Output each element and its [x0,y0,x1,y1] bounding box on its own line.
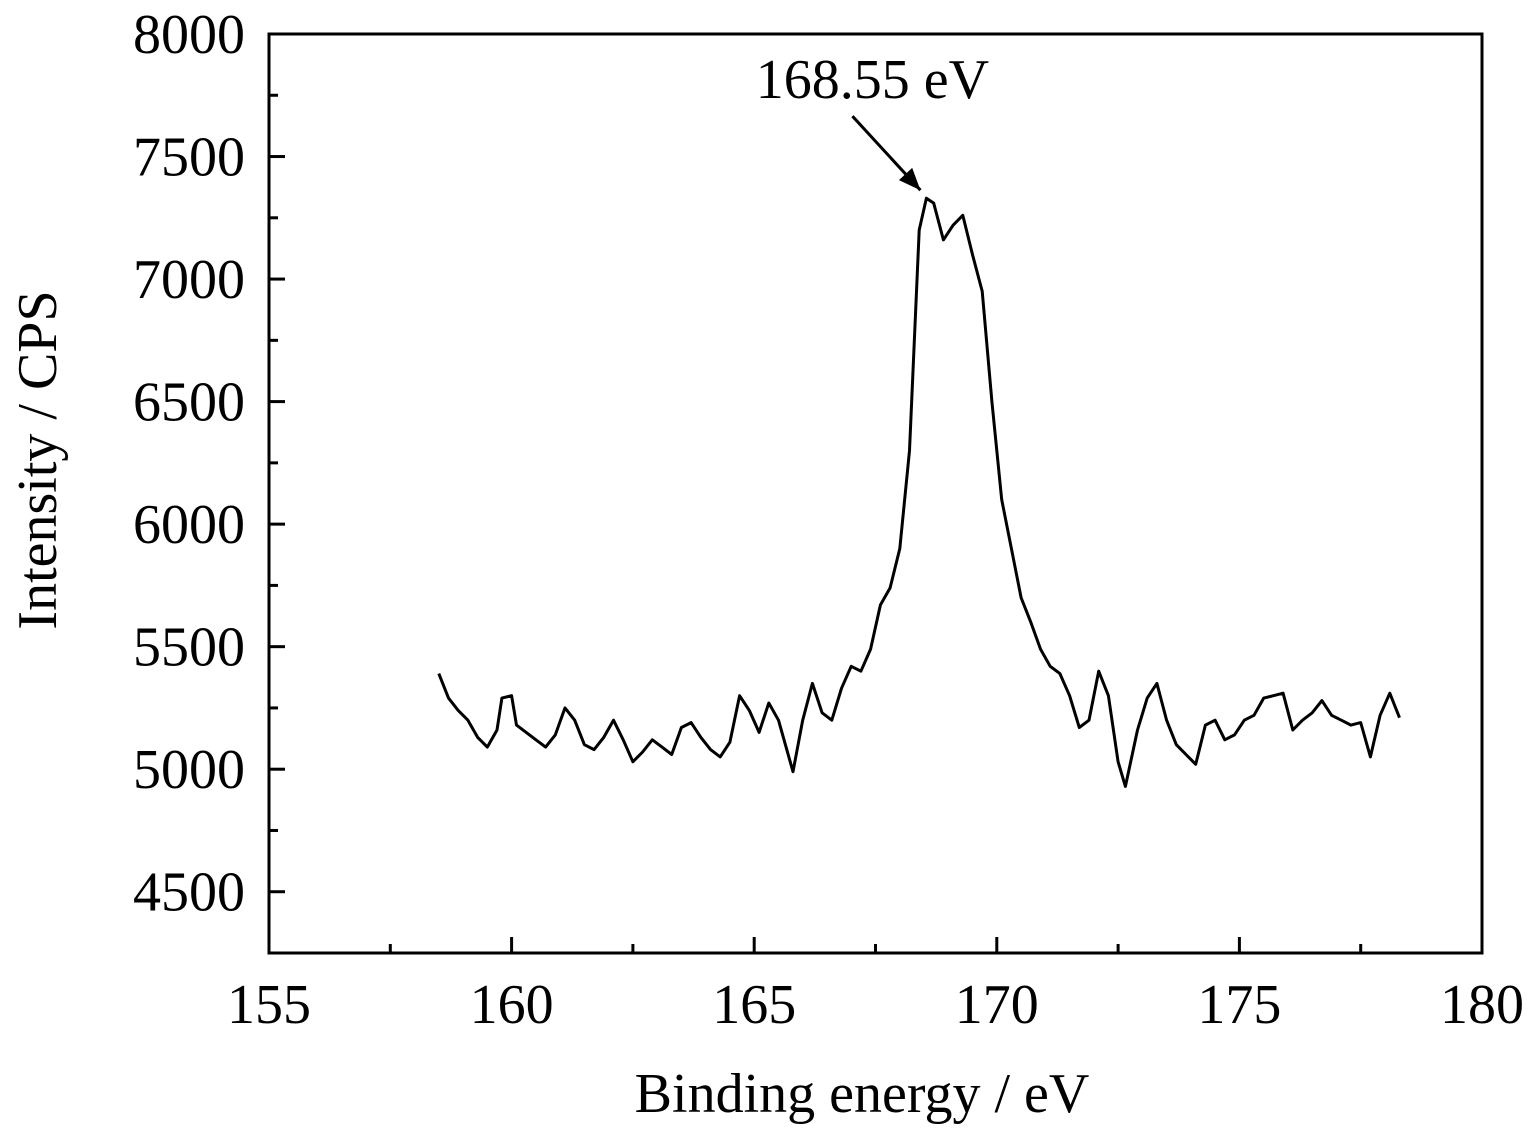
y-tick-label: 5000 [133,739,245,801]
x-tick-label: 165 [712,974,796,1036]
x-axis-tick-labels: 155 160 165 170 175 180 [227,974,1524,1036]
y-tick-label: 7500 [133,127,245,189]
peak-annotation: 168.55 eV [756,49,989,192]
peak-arrow-head [898,167,921,191]
y-tick-label: 8000 [133,4,245,66]
y-tick-label: 5500 [133,617,245,679]
y-axis-tick-labels: 4500 5000 5500 6000 6500 7000 7500 8000 [133,4,245,924]
y-tick-label: 4500 [133,862,245,924]
peak-label: 168.55 eV [756,49,989,111]
x-tick-label: 155 [227,974,311,1036]
y-tick-label: 6000 [133,494,245,556]
x-tick-label: 170 [955,974,1039,1036]
y-tick-label: 6500 [133,372,245,434]
x-axis-title: Binding energy / eV [635,1063,1090,1125]
y-axis-ticks [269,32,285,894]
y-axis-title: Intensity / CPS [7,290,69,629]
x-tick-label: 175 [1197,974,1281,1036]
x-tick-label: 160 [470,974,554,1036]
plot-frame [267,32,1484,955]
x-axis-ticks [267,937,1484,953]
x-tick-label: 180 [1440,974,1524,1036]
y-tick-label: 7000 [133,249,245,311]
spectrum-line [437,196,1401,788]
